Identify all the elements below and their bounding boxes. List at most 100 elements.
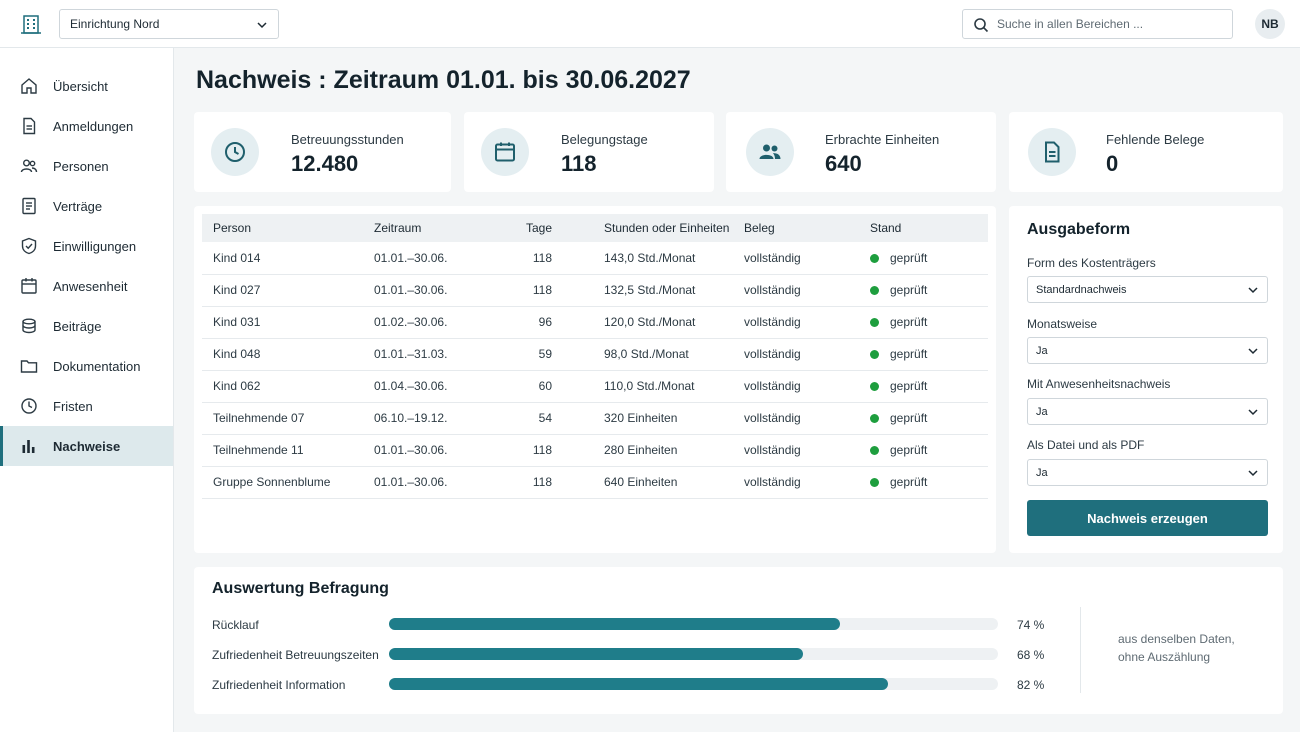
calendar-icon xyxy=(495,142,515,162)
status-dot-icon xyxy=(870,414,879,423)
column-header-zeitraum[interactable]: Zeitraum xyxy=(374,221,422,235)
sidebar-item-nachweise[interactable]: Nachweise xyxy=(0,426,173,466)
divider xyxy=(1080,607,1081,693)
search-placeholder: Suche in allen Bereichen ... xyxy=(997,17,1144,31)
kostentraeger-select[interactable]: Standardnachweis xyxy=(1027,276,1268,303)
progress-fill xyxy=(389,648,804,660)
sidebar-item-einwilligungen[interactable]: Einwilligungen xyxy=(0,226,173,266)
cell-zeitraum: 01.01.–30.06. xyxy=(374,443,448,457)
monatsweise-select[interactable]: Ja xyxy=(1027,337,1268,364)
org-select-value: Einrichtung Nord xyxy=(70,17,160,31)
nachweis-table: Person Zeitraum Tage Stunden oder Einhei… xyxy=(202,214,988,499)
sidebar-item-vertraege[interactable]: Verträge xyxy=(0,186,173,226)
field-label-datei-pdf: Als Datei und als PDF xyxy=(1027,438,1145,452)
ausgabeform-title: Ausgabeform xyxy=(1027,221,1131,238)
cell-person: Kind 031 xyxy=(213,315,261,329)
status-label: geprüft xyxy=(890,379,928,393)
stat-label: Erbrachte Einheiten xyxy=(825,132,940,147)
chevron-down-icon xyxy=(1248,348,1258,355)
cell-stunden: 280 Einheiten xyxy=(604,443,678,457)
table-row[interactable]: Kind 031 01.02.–30.06. 96 120,0 Std./Monat v… xyxy=(202,306,988,338)
sidebar-item-uebersicht[interactable]: Übersicht xyxy=(0,66,173,106)
sidebar-item-label: Nachweise xyxy=(53,438,121,454)
sidebar-item-personen[interactable]: Personen xyxy=(0,146,173,186)
status-dot-icon xyxy=(870,382,879,391)
calendar-icon xyxy=(21,278,37,294)
progress-track xyxy=(389,648,998,660)
stat-label: Betreuungsstunden xyxy=(291,132,404,147)
sidebar-item-label: Anmeldungen xyxy=(53,118,134,134)
anwesenheitsnachweis-select[interactable]: Ja xyxy=(1027,398,1268,425)
sidebar-item-dokumentation[interactable]: Dokumentation xyxy=(0,346,173,386)
survey-row-percent: 82 % xyxy=(1017,678,1045,692)
status-label: geprüft xyxy=(890,315,928,329)
column-header-person[interactable]: Person xyxy=(213,221,252,235)
table-header-row: Person Zeitraum Tage Stunden oder Einhei… xyxy=(202,214,988,242)
cell-beleg: vollständig xyxy=(744,250,801,265)
cell-zeitraum: 01.01.–30.06. xyxy=(374,283,448,297)
ausgabeform-card: Ausgabeform Form des Kostenträgers Stand… xyxy=(1009,206,1283,553)
cell-zeitraum: 01.04.–30.06. xyxy=(374,379,448,393)
cell-stunden: 110,0 Std./Monat xyxy=(604,379,695,393)
sidebar-item-anmeldungen[interactable]: Anmeldungen xyxy=(0,106,173,146)
cell-person: Kind 014 xyxy=(213,250,261,265)
table-row[interactable]: Teilnehmende 11 01.01.–30.06. 118 280 Einhe… xyxy=(202,434,988,466)
status-dot-icon xyxy=(870,478,879,487)
column-header-tage[interactable]: Tage xyxy=(525,221,552,235)
table-row[interactable]: Kind 027 01.01.–30.06. 118 132,5 Std./Monat… xyxy=(202,274,988,306)
stat-value: 0 xyxy=(1106,151,1119,176)
building-icon[interactable] xyxy=(20,13,42,35)
sidebar-item-beitraege[interactable]: Beiträge xyxy=(0,306,173,346)
survey-row-label: Zufriedenheit Betreuungszeiten xyxy=(212,648,379,662)
progress-track xyxy=(389,618,998,630)
page-title: Nachweis : Zeitraum 01.01. bis 30.06.202… xyxy=(196,66,691,94)
status-label: geprüft xyxy=(890,443,928,457)
table-row[interactable]: Kind 048 01.01.–31.03. 59 98,0 Std./Monat vo… xyxy=(202,338,988,370)
table-row[interactable]: Teilnehmende 07 06.10.–19.12. 54 320 Einhei… xyxy=(202,402,988,434)
table-row[interactable]: Kind 062 01.04.–30.06. 60 110,0 Std./Monat v… xyxy=(202,370,988,402)
status-dot-icon xyxy=(870,446,879,455)
datei-pdf-select[interactable]: Ja xyxy=(1027,459,1268,486)
cell-zeitraum: 01.01.–30.06. xyxy=(374,250,448,265)
nachweis-erzeugen-button[interactable]: Nachweis erzeugen xyxy=(1027,500,1268,536)
progress-fill xyxy=(389,618,840,630)
cell-person: Gruppe Sonnenblume xyxy=(213,475,331,489)
top-bar: Einrichtung Nord Suche in allen Bereiche… xyxy=(0,0,1300,48)
sidebar-item-label: Verträge xyxy=(53,198,103,214)
status-label: geprüft xyxy=(890,347,928,361)
stat-card-erbrachte-einheiten: Erbrachte Einheiten 640 xyxy=(726,112,996,192)
sidebar-item-anwesenheit[interactable]: Anwesenheit xyxy=(0,266,173,306)
cell-stunden: 98,0 Std./Monat xyxy=(604,347,689,361)
stat-card-belegungstage: Belegungstage 118 xyxy=(464,112,714,192)
cell-person: Teilnehmende 11 xyxy=(213,443,304,457)
field-label-anwesenheitsnachweis: Mit Anwesenheitsnachweis xyxy=(1027,377,1171,391)
progress-track xyxy=(389,678,998,690)
table-row[interactable]: Gruppe Sonnenblume 01.01.–30.06. 118 640 Ei… xyxy=(202,466,988,498)
cell-stand: geprüft xyxy=(870,338,988,370)
cell-beleg: vollständig xyxy=(744,315,801,329)
avatar[interactable]: NB xyxy=(1255,9,1285,39)
cell-stunden: 132,5 Std./Monat xyxy=(604,283,696,297)
stat-value: 12.480 xyxy=(291,151,359,176)
column-header-beleg[interactable]: Beleg xyxy=(744,221,775,235)
sidebar-item-label: Personen xyxy=(53,158,109,174)
table-row[interactable]: Kind 014 01.01.–30.06. 118 143,0 Std./Monat… xyxy=(202,242,988,274)
sidebar-item-label: Beiträge xyxy=(53,318,102,334)
clock-icon xyxy=(21,398,37,414)
people-icon xyxy=(759,144,781,159)
cell-stand: geprüft xyxy=(870,274,988,306)
cell-tage: 118 xyxy=(532,443,552,457)
column-header-stand[interactable]: Stand xyxy=(870,221,902,235)
chevron-down-icon xyxy=(1248,409,1258,416)
sidebar-item-fristen[interactable]: Fristen xyxy=(0,386,173,426)
chevron-down-icon xyxy=(1248,470,1258,477)
cell-tage: 118 xyxy=(532,475,552,489)
cell-stunden: 120,0 Std./Monat xyxy=(604,315,696,329)
sidebar-item-label: Übersicht xyxy=(53,78,108,94)
status-label: geprüft xyxy=(890,475,928,489)
org-select[interactable]: Einrichtung Nord xyxy=(59,9,279,39)
survey-row-betreuungszeiten: Zufriedenheit Betreuungszeiten 68 % xyxy=(212,645,1052,665)
column-header-stunden[interactable]: Stunden oder Einheiten xyxy=(604,221,730,235)
search-input[interactable]: Suche in allen Bereichen ... xyxy=(962,9,1233,39)
chevron-down-icon xyxy=(257,22,267,29)
